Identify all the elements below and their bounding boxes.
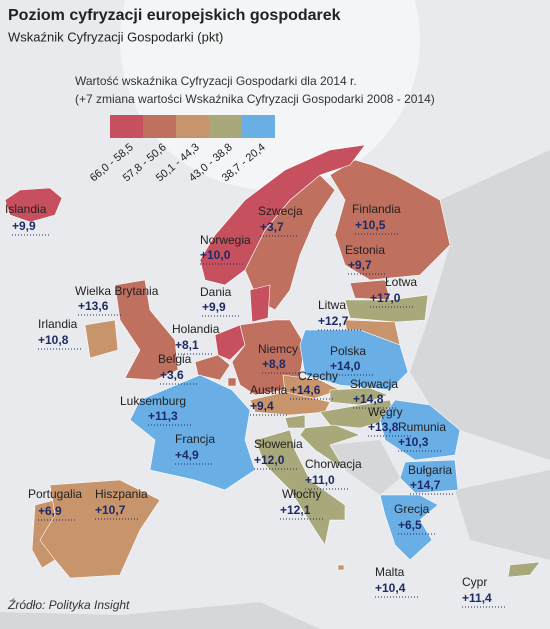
- country-change: +10,0: [200, 248, 231, 262]
- country-name: Słowenia: [254, 437, 303, 451]
- country-change: +9,9: [12, 219, 36, 233]
- country-change: +3,7: [260, 220, 284, 234]
- country-shape: [114, 279, 179, 381]
- country-change: +6,9: [38, 504, 62, 518]
- country-name: Belgia: [158, 352, 192, 366]
- country-name: Wielka Brytania: [75, 284, 159, 298]
- country-name: Węgry: [368, 405, 403, 419]
- country-name: Malta: [375, 565, 405, 579]
- country-change: +3,6: [160, 368, 184, 382]
- country-shape: [129, 374, 256, 491]
- country-shape: [254, 429, 346, 546]
- country-change: +8,1: [175, 338, 199, 352]
- country-change: +4,9: [175, 448, 199, 462]
- country-name: Łotwa: [385, 275, 417, 289]
- country-change: +17,0: [370, 291, 401, 305]
- country-shape: [227, 377, 237, 387]
- country-name: Włochy: [282, 487, 321, 501]
- country-shape: [84, 319, 119, 359]
- country-change: +11,0: [305, 473, 335, 487]
- legend-swatch: [209, 115, 242, 138]
- country-name: Czechy: [298, 369, 338, 383]
- legend-swatch: [110, 115, 143, 138]
- labels: Islandia +9,9 Szwecja +3,7 Finlandia +10,5 Nor…: [5, 202, 506, 608]
- country-change: +10,5: [355, 218, 386, 232]
- country-name: Finlandia: [352, 202, 401, 216]
- country-shape: [214, 324, 246, 361]
- country-name: Polska: [330, 344, 366, 358]
- country-change: +14,6: [290, 383, 321, 397]
- country-shape: [39, 479, 161, 579]
- country-change: +10,3: [398, 435, 429, 449]
- country-change: +10,4: [375, 581, 406, 595]
- country-change: +11,3: [148, 409, 178, 423]
- country-shape: [379, 399, 461, 461]
- country-change: +14,0: [330, 359, 361, 373]
- country-shape: [337, 564, 345, 571]
- country-change: +13,8: [368, 420, 399, 434]
- country-shape: [329, 387, 389, 406]
- country-change: +9,7: [348, 258, 372, 272]
- country-name: Norwegia: [200, 233, 251, 247]
- country-name: Islandia: [5, 202, 47, 216]
- country-change: +10,8: [38, 333, 69, 347]
- country-name: Niemcy: [258, 342, 298, 356]
- legend-description: (+7 zmiana wartości Wskaźnika Cyfryzacji…: [75, 92, 435, 106]
- country-shape: [282, 374, 341, 401]
- country-name: Chorwacja: [305, 457, 362, 471]
- country-change: +8,8: [262, 357, 286, 371]
- country-change: +14,8: [353, 392, 384, 406]
- country-shape: [249, 284, 271, 323]
- country-shape: [194, 354, 231, 381]
- legend-swatch: [242, 115, 275, 138]
- country-name: Dania: [200, 285, 232, 299]
- country-name: Irlandia: [38, 317, 78, 331]
- country-change: +9,9: [202, 300, 226, 314]
- country-name: Litwa: [318, 298, 346, 312]
- country-shape: [329, 159, 451, 281]
- country-change: +12,7: [318, 314, 349, 328]
- country-shape: [344, 294, 429, 323]
- country-change: +9,4: [250, 399, 274, 413]
- country-name: Portugalia: [28, 487, 82, 501]
- non-eu-land: [0, 150, 550, 629]
- country-name: Szwecja: [258, 204, 303, 218]
- country-change: +13,6: [78, 299, 109, 313]
- country-name: Cypr: [462, 575, 487, 589]
- country-name: Francja: [175, 432, 215, 446]
- countries: [4, 144, 541, 579]
- legend-swatch: [176, 115, 209, 138]
- subtitle: Wskaźnik Cyfryzacji Gospodarki (pkt): [8, 29, 223, 44]
- country-shape: [379, 494, 439, 561]
- country-name: Rumunia: [398, 420, 446, 434]
- country-name: Holandia: [172, 322, 220, 336]
- country-change: +12,0: [254, 453, 285, 467]
- country-shape: [507, 561, 541, 578]
- country-name: Austria: [250, 383, 288, 397]
- country-name: Słowacja: [350, 377, 398, 391]
- country-name: Grecja: [394, 502, 430, 516]
- legend-swatch: [143, 115, 176, 138]
- country-change: +12,1: [280, 503, 311, 517]
- country-name: Hiszpania: [95, 487, 148, 501]
- country-change: +14,7: [410, 478, 441, 492]
- country-shape: [399, 459, 459, 494]
- source: Źródło: Polityka Insight: [7, 597, 130, 612]
- legend-description: Wartość wskaźnika Cyfryzacji Gospodarki …: [75, 74, 357, 88]
- country-change: +10,7: [95, 503, 126, 517]
- country-shape: [299, 424, 361, 471]
- country-name: Estonia: [345, 243, 385, 257]
- decor-circle: [120, 0, 420, 190]
- country-change: +6,5: [398, 518, 422, 532]
- title: Poziom cyfryzacji europejskich gospodare…: [8, 7, 341, 24]
- country-name: Bułgaria: [408, 463, 452, 477]
- country-shape: [4, 187, 63, 223]
- country-change: +11,4: [462, 591, 492, 605]
- country-name: Luksemburg: [120, 394, 186, 408]
- country-shape: [299, 329, 409, 391]
- country-shape: [199, 144, 366, 286]
